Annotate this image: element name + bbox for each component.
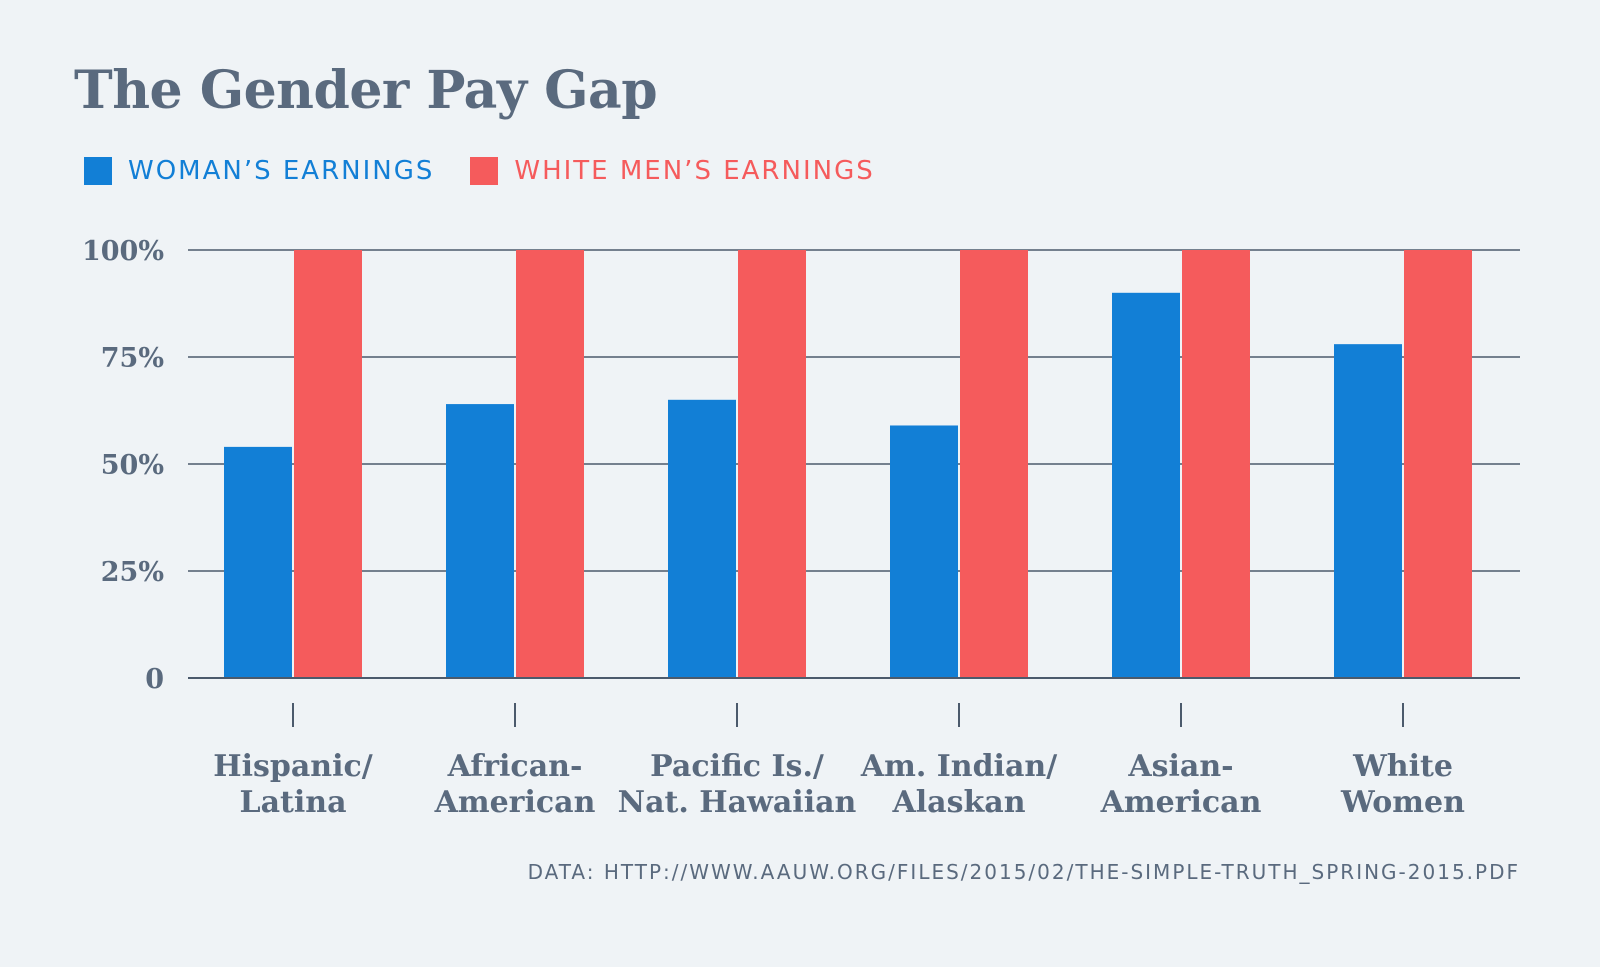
bar-white-men-3 <box>960 250 1028 678</box>
x-tick-label-1: African-American <box>434 749 596 820</box>
axes: 025%50%75%100%Hispanic/LatinaAfrican-Ame… <box>82 236 1520 820</box>
legend-label-womens-earnings: WOMAN’S EARNINGS <box>128 156 435 186</box>
gridlines <box>188 249 1520 679</box>
bar-white-men-1 <box>516 250 584 678</box>
y-tick-label-0: 0 <box>145 664 164 695</box>
legend-label-white-mens-earnings: WHITE MEN’S EARNINGS <box>514 156 875 186</box>
bars <box>224 250 1472 678</box>
x-tick-label-0: Hispanic/Latina <box>213 749 373 820</box>
y-tick-label-25: 25% <box>101 557 164 588</box>
x-tick-label-line: Latina <box>239 785 346 820</box>
legend-swatch-white-mens-earnings <box>470 157 499 185</box>
legend-item-womens-earnings: WOMAN’S EARNINGS <box>84 156 434 186</box>
bar-white-men-5 <box>1404 250 1472 678</box>
bar-women-1 <box>446 404 514 678</box>
bar-women-0 <box>224 446 292 678</box>
legend: WOMAN’S EARNINGS WHITE MEN’S EARNINGS <box>84 156 911 186</box>
legend-item-white-mens-earnings: WHITE MEN’S EARNINGS <box>470 156 874 186</box>
y-tick-label-100: 100% <box>82 236 164 267</box>
x-tick-label-line: Women <box>1340 785 1465 820</box>
bar-white-men-2 <box>738 250 806 678</box>
x-tick-label-2: Pacific Is./Nat. Hawaiian <box>618 749 857 820</box>
legend-swatch-womens-earnings <box>84 157 112 185</box>
x-tick-label-line: Hispanic/ <box>213 749 373 784</box>
data-source-note: DATA: HTTP://WWW.AAUW.ORG/FILES/2015/02/… <box>527 860 1520 884</box>
x-tick-label-line: Asian- <box>1127 749 1233 784</box>
bar-women-2 <box>668 399 736 678</box>
x-tick-label-line: Am. Indian/ <box>860 749 1057 784</box>
x-tick-label-line: Pacific Is./ <box>650 749 824 784</box>
x-tick-label-4: Asian-American <box>1100 749 1262 820</box>
x-tick-label-line: American <box>434 785 596 820</box>
x-tick-label-3: Am. Indian/Alaskan <box>860 749 1057 820</box>
bar-women-3 <box>890 425 958 678</box>
x-tick-label-5: White Women <box>1340 749 1465 820</box>
y-tick-label-50: 50% <box>101 450 164 481</box>
bar-white-men-0 <box>294 250 362 678</box>
chart-title: The Gender Pay Gap <box>74 60 658 121</box>
bar-women-4 <box>1112 292 1180 678</box>
bar-white-men-4 <box>1182 250 1250 678</box>
x-tick-label-line: White <box>1352 749 1453 784</box>
x-tick-label-line: Nat. Hawaiian <box>618 785 857 820</box>
x-tick-label-line: African- <box>447 749 583 784</box>
y-tick-label-75: 75% <box>101 343 164 374</box>
bar-women-5 <box>1334 344 1402 678</box>
x-tick-label-line: American <box>1100 785 1262 820</box>
x-tick-label-line: Alaskan <box>891 785 1025 820</box>
